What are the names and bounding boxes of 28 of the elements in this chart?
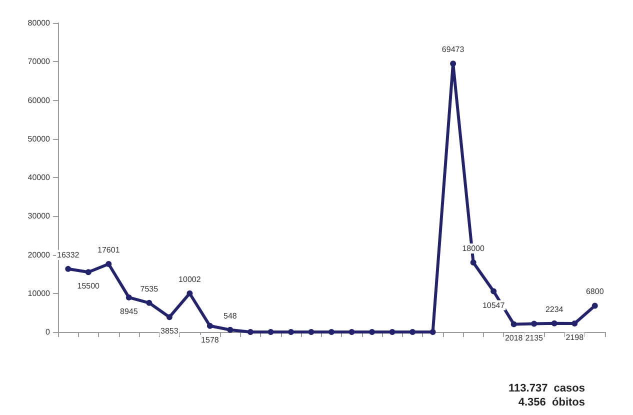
data-label: 15500: [77, 282, 100, 291]
y-tick-label: 50000: [28, 134, 51, 144]
y-tick-label: 20000: [28, 250, 51, 260]
data-label: 2234: [545, 304, 564, 314]
data-label: 6800: [586, 287, 604, 296]
data-label: 69473: [442, 45, 465, 54]
text: 113.737 casos: [508, 382, 586, 394]
data-label: 8945: [120, 306, 138, 316]
y-tick-label: 60000: [28, 96, 51, 105]
y-tick-label: 10000: [28, 288, 51, 298]
text: 4.356 óbitos: [518, 396, 586, 408]
data-label: 17601: [98, 246, 120, 255]
data-label: 10002: [178, 274, 202, 284]
data-label: 1578: [201, 335, 220, 344]
data-label: 2198: [566, 333, 584, 342]
data-label: 548: [224, 311, 238, 320]
data-label: 7535: [140, 284, 159, 294]
data-label: 18000: [462, 244, 485, 253]
y-tick-label: 0: [46, 328, 51, 336]
data-label: 16332: [57, 250, 80, 260]
y-tick-label: 40000: [28, 173, 51, 182]
y-tick-label: 80000: [28, 18, 51, 28]
data-label: 3853: [160, 326, 179, 336]
data-label: 10547: [482, 300, 506, 310]
data-label: 2018: [504, 334, 524, 343]
y-tick-label: 70000: [28, 57, 51, 66]
data-label: 2135: [525, 333, 544, 342]
y-tick-label: 30000: [28, 212, 51, 221]
